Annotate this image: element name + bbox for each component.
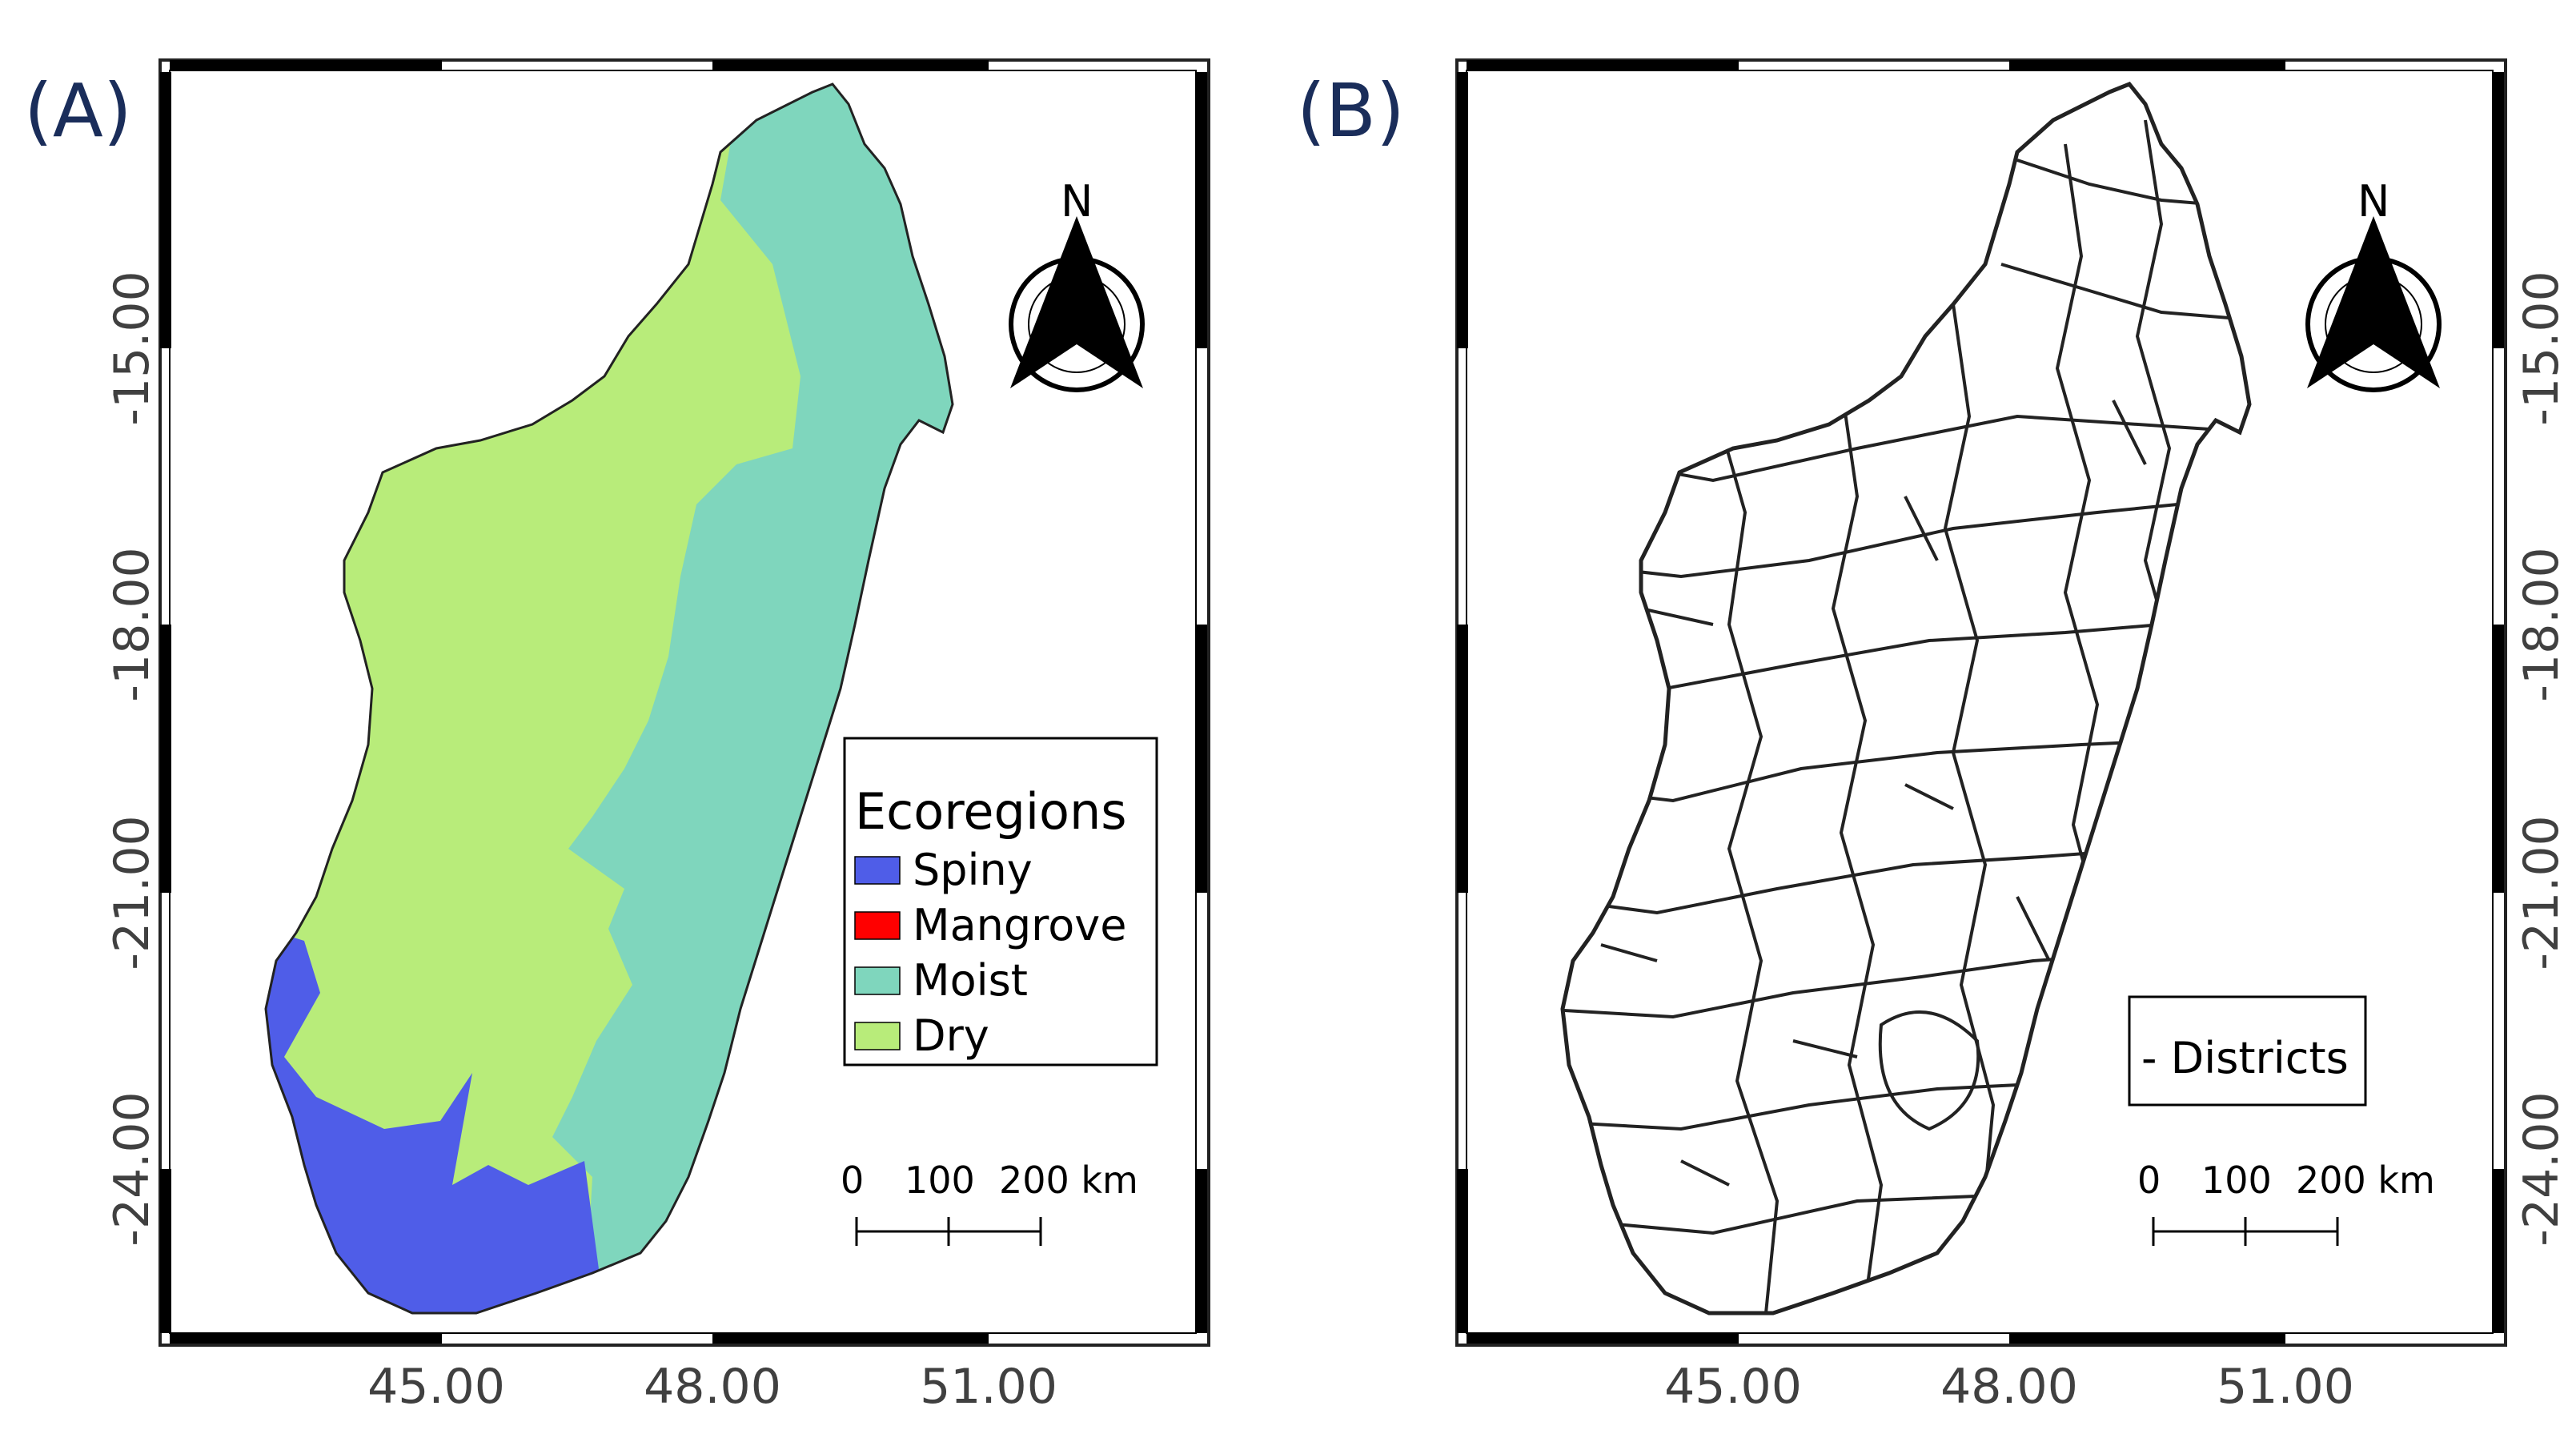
panel-a: (A) Ecore bbox=[24, 58, 1210, 1415]
legend-box-b bbox=[2128, 995, 2367, 1107]
legend-swatch-dry bbox=[854, 1022, 901, 1050]
scale-label-0: 0 bbox=[841, 1159, 864, 1202]
x-tick-a-1: 48.00 bbox=[644, 1359, 781, 1415]
y-tick-a-2: -21.00 bbox=[104, 815, 160, 970]
legend-label-mangrove: Mangrove bbox=[913, 900, 1126, 950]
y-tick-a-3: -24.00 bbox=[104, 1091, 160, 1246]
scale-label-100: 100 bbox=[905, 1159, 975, 1202]
legend-b: - Districts bbox=[2128, 995, 2367, 1107]
panel-b: (B) bbox=[1297, 58, 2570, 1415]
panel-label-b: (B) bbox=[1297, 68, 1405, 154]
legend-title: Ecoregions bbox=[855, 782, 1127, 841]
legend-swatch-mangrove bbox=[854, 911, 901, 940]
y-tick-b-2: -21.00 bbox=[2514, 815, 2570, 970]
legend-label-spiny: Spiny bbox=[913, 845, 1033, 895]
north-arrow-b: N bbox=[2305, 176, 2442, 392]
y-tick-a-1: -18.00 bbox=[104, 547, 160, 701]
scale-label-100-b: 100 bbox=[2201, 1159, 2272, 1202]
neatline-b bbox=[1457, 60, 2504, 1344]
legend-swatch-moist bbox=[854, 966, 901, 995]
x-tick-a-0: 45.00 bbox=[367, 1359, 505, 1415]
x-tick-b-1: 48.00 bbox=[1940, 1359, 2078, 1415]
y-tick-a-0: -15.00 bbox=[104, 271, 160, 425]
scale-bar-b: 0 100 200 km bbox=[2137, 1159, 2435, 1246]
y-tick-b-0: -15.00 bbox=[2514, 271, 2570, 425]
scale-label-200: 200 km bbox=[999, 1159, 1138, 1202]
y-tick-b-3: -24.00 bbox=[2514, 1091, 2570, 1246]
scale-bar-a: 0 100 200 km bbox=[841, 1159, 1138, 1246]
x-tick-b-2: 51.00 bbox=[2217, 1359, 2354, 1415]
legend-a: Ecoregions Spiny Mangrove Moist Dry bbox=[843, 737, 1158, 1066]
scale-label-0-b: 0 bbox=[2137, 1159, 2161, 1202]
x-tick-b-0: 45.00 bbox=[1664, 1359, 1802, 1415]
north-arrow-a: N bbox=[1009, 176, 1145, 392]
legend-label-moist: Moist bbox=[913, 955, 1028, 1006]
panel-label-a: (A) bbox=[24, 68, 132, 154]
legend-label-dry: Dry bbox=[913, 1010, 989, 1061]
neatline-a bbox=[160, 60, 1207, 1344]
y-tick-b-1: -18.00 bbox=[2514, 547, 2570, 701]
x-tick-a-2: 51.00 bbox=[920, 1359, 1057, 1415]
legend-box-a bbox=[843, 737, 1158, 1066]
scale-label-200-b: 200 km bbox=[2296, 1159, 2435, 1202]
legend-label-districts: - Districts bbox=[2141, 1033, 2349, 1083]
legend-swatch-spiny bbox=[854, 856, 901, 885]
